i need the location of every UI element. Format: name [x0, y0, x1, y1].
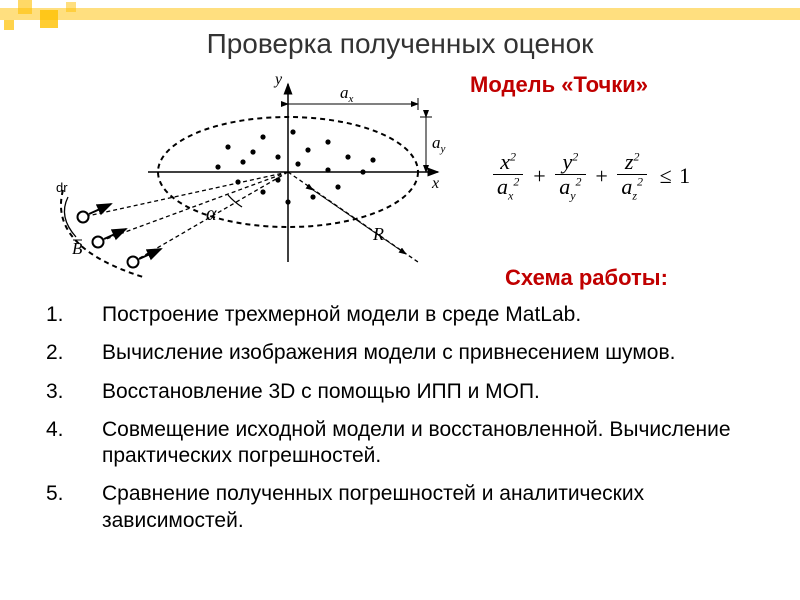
- decor-square: [40, 10, 58, 28]
- axis-y-label: y: [273, 71, 283, 88]
- svg-text:ay: ay: [432, 133, 446, 155]
- list-text: Построение трехмерной модели в среде Mat…: [102, 302, 766, 328]
- svg-text:ax: ax: [340, 83, 354, 105]
- formula-relation: ≤: [660, 163, 672, 188]
- decor-square: [66, 2, 76, 12]
- list-text: Совмещение исходной модели и восстановле…: [102, 417, 766, 470]
- svg-text:R: R: [372, 224, 384, 244]
- list-number: 5.: [46, 481, 102, 534]
- decor-square: [18, 0, 32, 14]
- formula-rhs: 1: [679, 163, 690, 188]
- list-item: 1.Построение трехмерной модели в среде M…: [46, 302, 766, 328]
- model-title: Модель «Точки»: [470, 72, 648, 98]
- scheme-title-text: Схема работы:: [505, 265, 668, 290]
- list-number: 2.: [46, 340, 102, 366]
- list-item: 2.Вычисление изображения модели с привне…: [46, 340, 766, 366]
- slide: Проверка полученных оценок Модель «Точки…: [0, 0, 800, 600]
- list-number: 1.: [46, 302, 102, 328]
- steps-list: 1.Построение трехмерной модели в среде M…: [46, 302, 766, 546]
- list-text: Сравнение полученных погрешностей и анал…: [102, 481, 766, 534]
- axis-x-label: x: [431, 175, 439, 192]
- list-item: 3.Восстановление 3D с помощью ИПП и МОП.: [46, 379, 766, 405]
- list-item: 5.Сравнение полученных погрешностей и ан…: [46, 481, 766, 534]
- list-text: Вычисление изображения модели с привнесе…: [102, 340, 766, 366]
- list-number: 4.: [46, 417, 102, 470]
- page-title: Проверка полученных оценок: [0, 28, 800, 60]
- diagram: x y ax ay α R: [28, 62, 448, 282]
- ellipsoid-formula: x2ax2 + y2ay2 + z2az2 ≤ 1: [490, 150, 690, 203]
- list-text: Восстановление 3D с помощью ИПП и МОП.: [102, 379, 766, 405]
- diagram-svg: x y ax ay α R: [28, 62, 448, 282]
- list-number: 3.: [46, 379, 102, 405]
- decor-bar: [0, 8, 800, 20]
- model-title-text: Модель «Точки»: [470, 72, 648, 97]
- scheme-title: Схема работы:: [505, 265, 668, 291]
- svg-text:α: α: [206, 203, 217, 225]
- list-item: 4.Совмещение исходной модели и восстанов…: [46, 417, 766, 470]
